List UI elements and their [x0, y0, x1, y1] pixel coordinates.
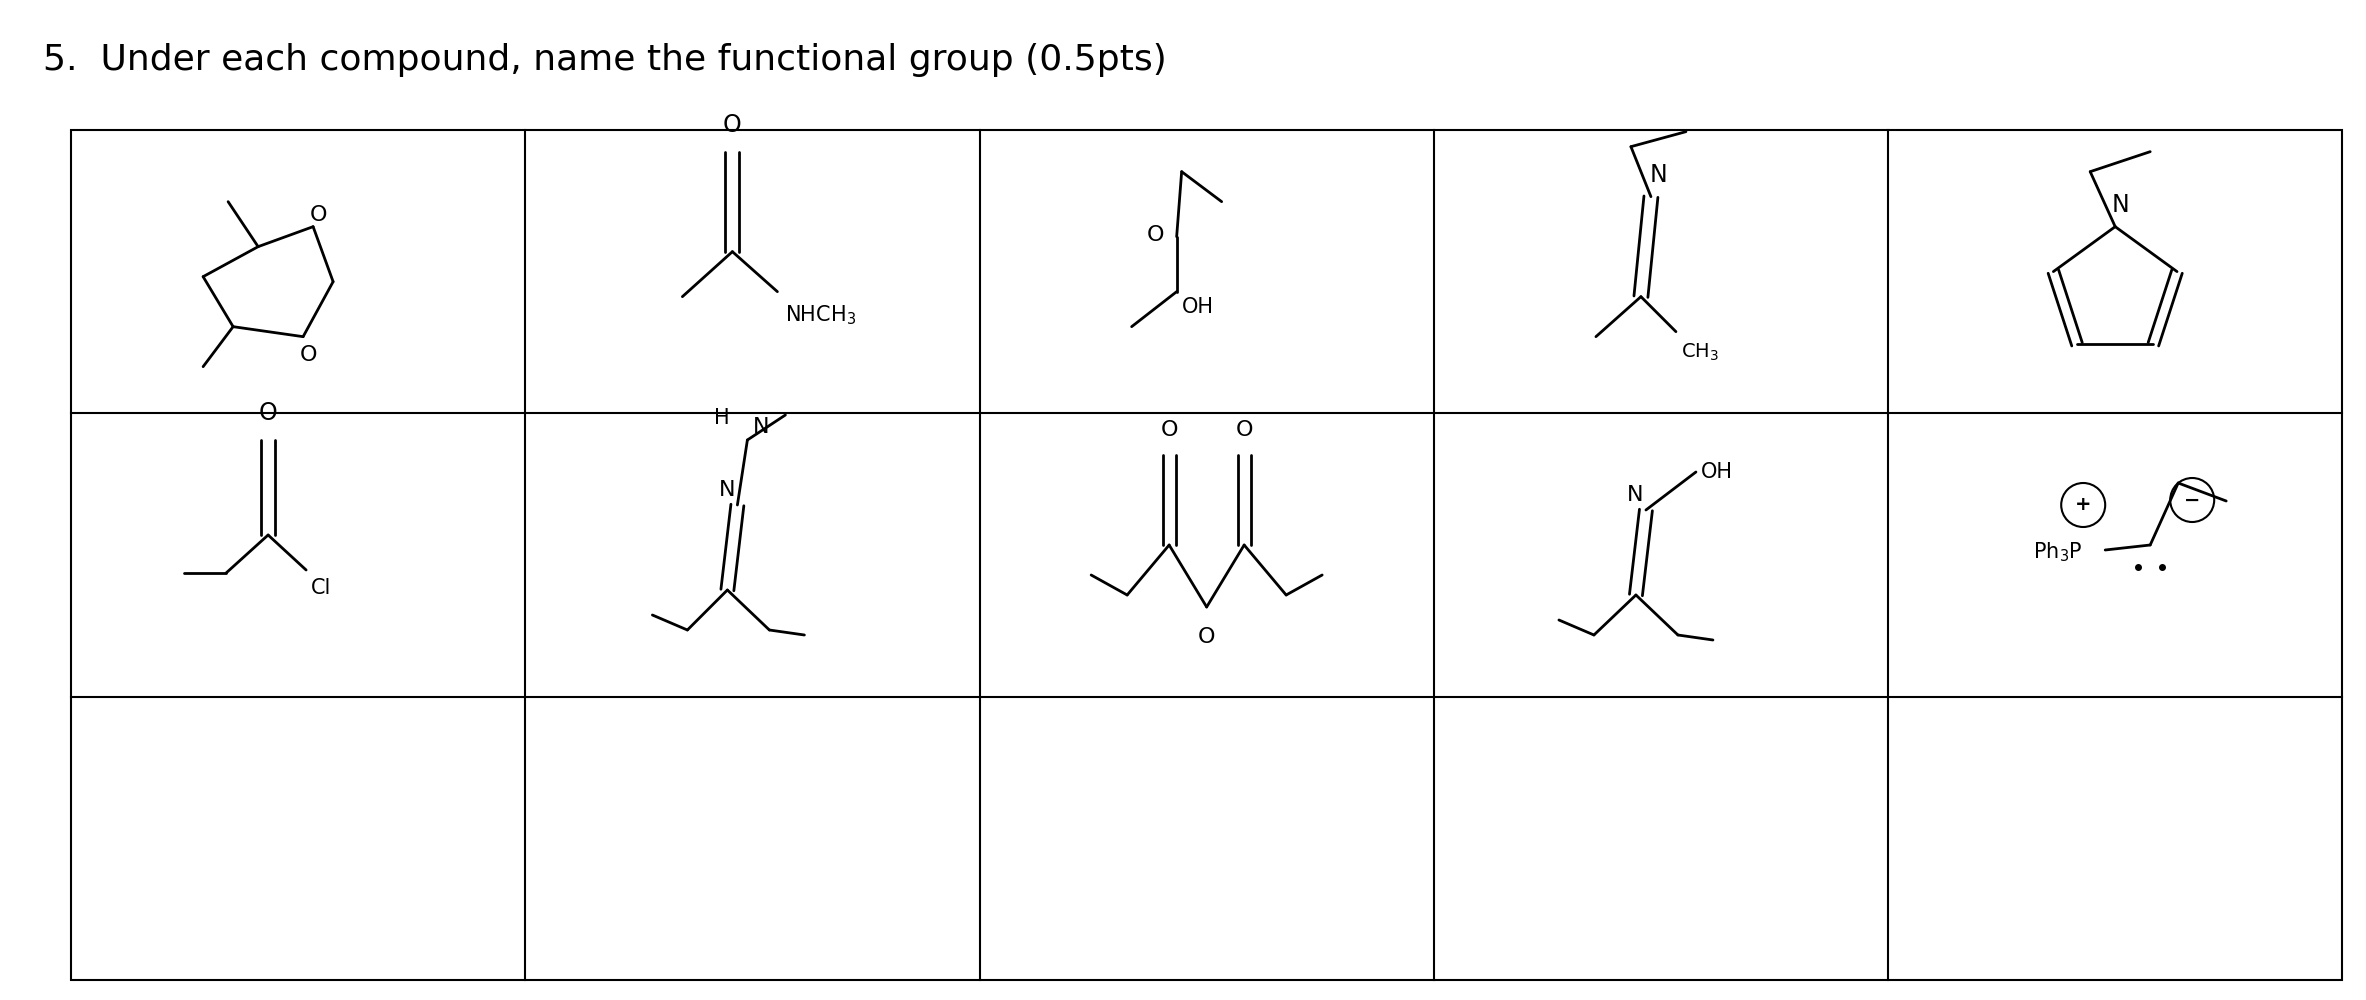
Text: O: O — [1148, 225, 1164, 245]
Text: H: H — [715, 408, 729, 428]
Text: N: N — [1649, 163, 1668, 187]
Text: N: N — [1625, 485, 1642, 505]
Text: O: O — [1159, 420, 1178, 440]
Text: O: O — [310, 205, 327, 225]
Text: +: + — [2075, 495, 2092, 514]
Text: CH$_3$: CH$_3$ — [1680, 342, 1720, 363]
Text: O: O — [258, 401, 277, 425]
Text: N: N — [719, 480, 736, 500]
Text: NHCH$_3$: NHCH$_3$ — [786, 304, 856, 327]
Text: OH: OH — [1701, 462, 1732, 482]
Text: Cl: Cl — [310, 578, 331, 598]
Bar — [71, 130, 2342, 980]
Text: OH: OH — [1181, 297, 1214, 317]
Text: O: O — [724, 113, 743, 137]
Text: 5.  Under each compound, name the functional group (0.5pts): 5. Under each compound, name the functio… — [43, 43, 1166, 77]
Text: O: O — [1197, 627, 1216, 647]
Text: −: − — [2184, 490, 2200, 510]
Text: Ph$_3$P: Ph$_3$P — [2032, 540, 2082, 564]
Text: N: N — [752, 417, 769, 437]
Text: O: O — [1235, 420, 1254, 440]
Text: O: O — [300, 345, 317, 365]
Text: N: N — [2110, 193, 2129, 217]
